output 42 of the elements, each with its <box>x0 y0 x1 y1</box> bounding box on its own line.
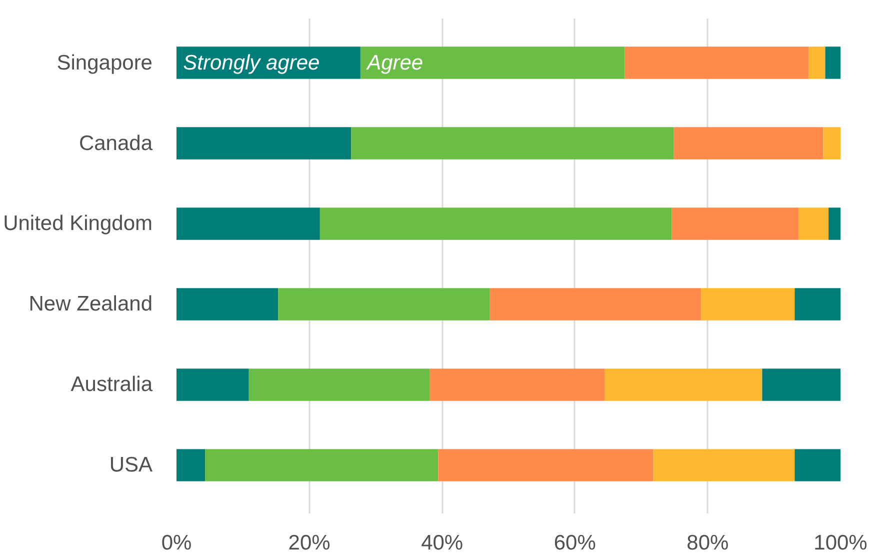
y-tick-label: Canada <box>78 132 153 155</box>
series-label: Strongly agree <box>183 51 320 74</box>
bar <box>490 288 702 320</box>
bar <box>360 46 625 79</box>
x-tick-label: 100% <box>814 532 868 554</box>
bar <box>808 46 826 79</box>
bar <box>351 127 674 160</box>
bar <box>429 368 605 401</box>
y-tick-label: New Zealand <box>28 292 152 316</box>
bar <box>825 46 840 79</box>
bar <box>278 288 490 320</box>
y-tick-label: Australia <box>70 373 153 396</box>
bar <box>438 449 654 482</box>
bar <box>176 208 320 240</box>
y-tick-label: Singapore <box>56 51 153 74</box>
bar <box>762 368 840 401</box>
x-tick-label: 0% <box>161 532 192 554</box>
bar <box>320 208 672 240</box>
y-tick-label: USA <box>109 454 153 477</box>
x-tick-label: 20% <box>288 532 330 554</box>
x-tick-label: 80% <box>686 532 729 554</box>
bar <box>674 127 824 160</box>
bar <box>823 127 840 160</box>
y-tick-label: United Kingdom <box>3 212 152 236</box>
x-tick-label: 40% <box>421 532 464 554</box>
bar <box>794 288 840 320</box>
series-label: Agree <box>365 51 424 74</box>
x-tick-label: 60% <box>554 532 596 554</box>
bar <box>248 368 430 401</box>
bar <box>176 288 278 320</box>
bar <box>176 368 249 401</box>
bar <box>176 127 352 160</box>
bar <box>672 208 799 240</box>
bar <box>624 46 809 79</box>
bar <box>701 288 795 320</box>
bar <box>205 449 438 482</box>
bar <box>653 449 795 482</box>
bar <box>604 368 762 401</box>
bar <box>176 449 206 482</box>
bar <box>794 449 840 482</box>
bar <box>828 208 840 240</box>
bar <box>798 208 829 240</box>
